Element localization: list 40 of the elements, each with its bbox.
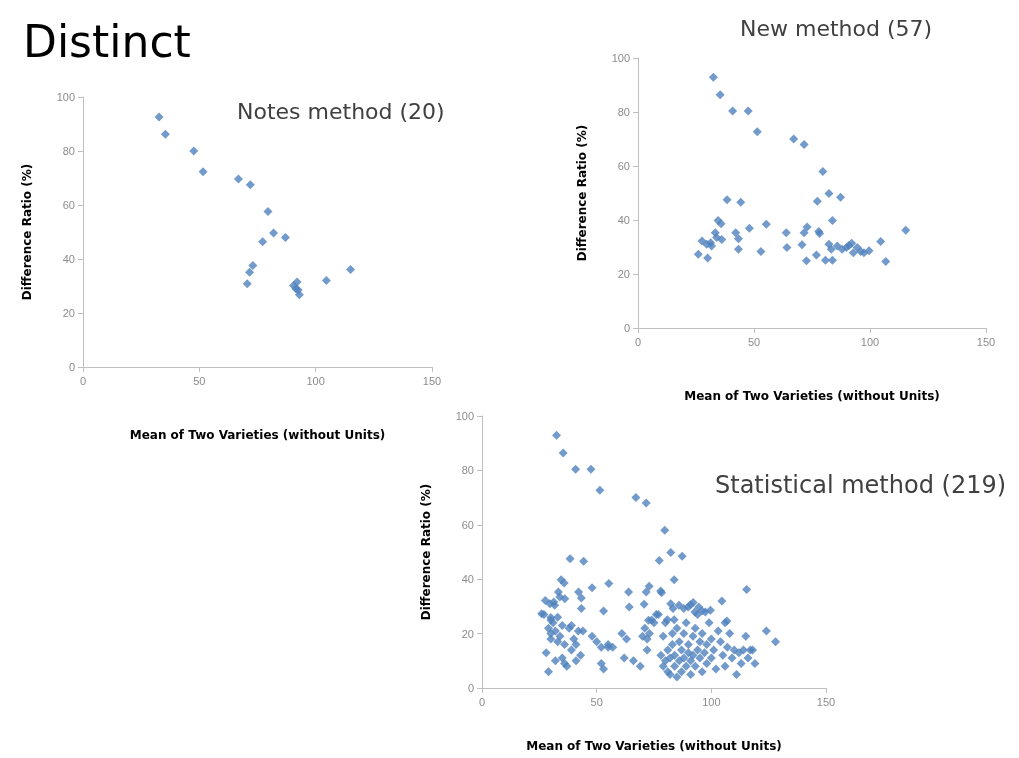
x-tick-label: 100 [702,695,721,708]
x-tick-label: 50 [747,335,761,348]
text: Statistical method (219) [715,471,1007,499]
y-tick-label: 20 [62,307,75,319]
y-tick-label: 100 [611,52,630,64]
y-axis-title: Difference Ratio (%) [20,163,34,301]
y-tick-label: 80 [617,106,630,118]
x-tick-label: 50 [590,695,603,708]
x-tick-label: 0 [478,695,486,708]
y-tick-label: 20 [617,268,630,280]
x-tick-label: 150 [816,695,836,708]
x-tick-label: 100 [306,374,325,387]
y-tick-label: 0 [467,682,474,694]
y-tick-label: 80 [62,145,75,157]
x-tick-label: 0 [634,335,642,348]
x-axis-title: Mean of Two Varieties (without Units) [526,739,782,753]
y-tick-label: 60 [617,160,630,172]
y-axis-title: Difference Ratio (%) [419,483,433,621]
chart-title: Distinct [23,15,191,67]
y-tick-label: 60 [461,518,474,531]
x-axis-title: Mean of Two Varieties (without Units) [684,389,940,403]
x-axis-title: Mean of Two Varieties (without Units) [129,428,386,442]
y-tick-label: 100 [455,410,474,422]
y-tick-label: 40 [62,253,75,265]
y-tick-label: 20 [461,627,474,640]
y-tick-label: 40 [617,214,630,226]
x-tick-label: 100 [860,335,880,348]
x-tick-label: 150 [976,335,996,348]
y-tick-label: 100 [56,91,75,103]
y-tick-label: 0 [623,322,630,334]
chart-title: New method (57) [740,15,933,41]
x-tick-label: 0 [79,374,87,387]
x-tick-label: 50 [193,374,206,387]
y-tick-label: 0 [68,361,75,373]
chart-subtitle: Notes method (20) [237,98,445,124]
y-tick-label: 80 [461,464,474,477]
y-axis-title: Difference Ratio (%) [575,124,589,262]
y-tick-label: 60 [62,199,75,211]
y-tick-label: 40 [461,573,474,586]
x-tick-label: 150 [422,374,442,387]
